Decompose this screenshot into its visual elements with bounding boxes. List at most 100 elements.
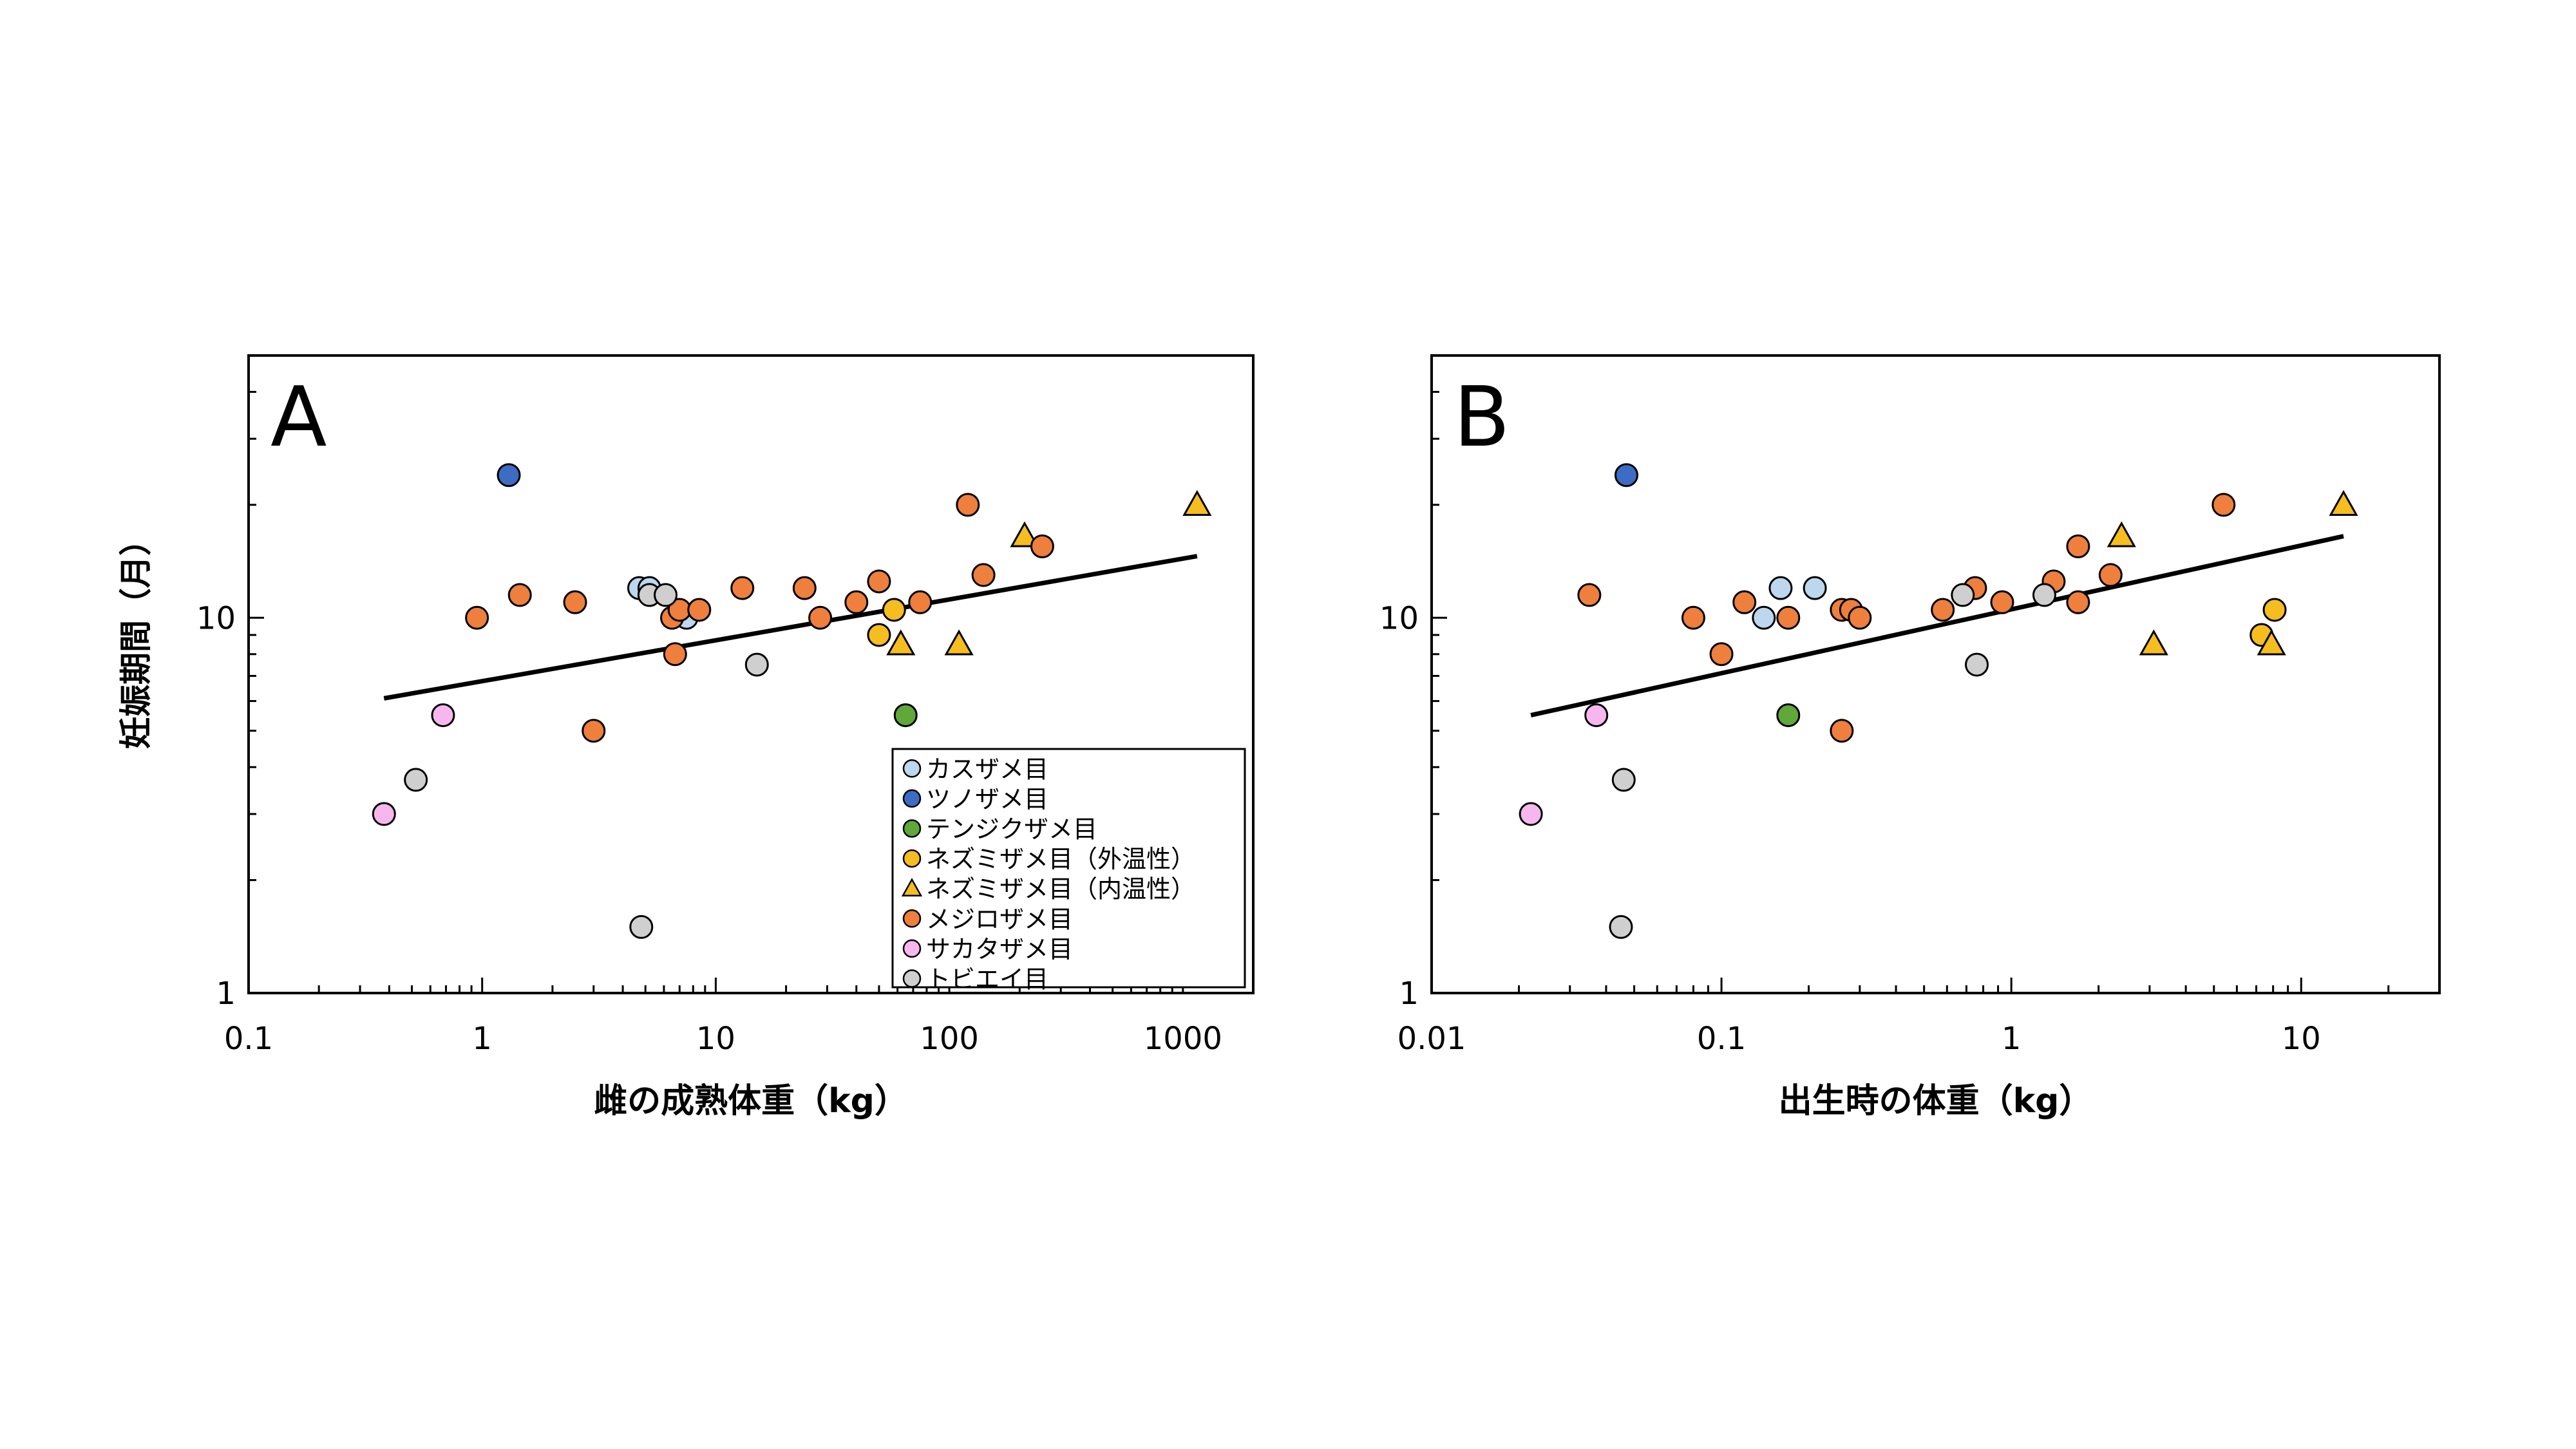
legend-marker-tsunozame <box>902 789 922 808</box>
x-tick-label: 10 <box>696 1021 735 1057</box>
data-point-mejirozame <box>1848 605 1872 630</box>
legend-label-sakatazame: サカタザメ目 <box>926 935 1073 963</box>
legend-marker-tobiei <box>902 969 922 988</box>
data-point-sakatazame <box>431 703 455 728</box>
legend-marker-tenjikuzame <box>902 819 922 838</box>
x-tick-label: 0.1 <box>1697 1021 1746 1057</box>
data-point-sakatazame <box>1584 703 1609 728</box>
legend-label-kasuzame: カスザメ目 <box>926 755 1048 783</box>
data-point-mejirozame <box>844 590 869 614</box>
data-point-mejirozame <box>956 493 980 517</box>
data-point-mejirozame <box>465 605 489 630</box>
data-point-mejirozame <box>1732 590 1757 614</box>
legend-marker-kasuzame <box>902 759 922 778</box>
x-axis-label: 雌の成熟体重（kg） <box>594 1082 908 1121</box>
x-tick-label: 1 <box>2002 1021 2022 1057</box>
panel-b-chart: 0.01 0.1 1 10 1 10 出生時の体重（kg） B <box>1379 354 2441 1121</box>
data-point-mejirozame <box>2211 493 2236 517</box>
data-point-tobiei <box>2032 583 2056 607</box>
y-tick-label: 10 <box>196 600 236 636</box>
x-axis-label: 出生時の体重（kg） <box>1779 1082 2093 1121</box>
trend-line <box>1530 534 2344 718</box>
x-tick-label: 100 <box>920 1021 979 1057</box>
data-point-sakatazame <box>1519 802 1543 826</box>
data-point-mejirozame <box>730 576 755 600</box>
data-point-nezumizame_endo <box>1182 489 1212 516</box>
data-point-mejirozame <box>2098 563 2123 587</box>
legend-label-tsunozame: ツノザメ目 <box>926 785 1048 813</box>
data-point-mejirozame <box>1030 534 1054 558</box>
data-point-tobiei <box>1609 914 1633 939</box>
data-point-mejirozame <box>563 590 587 614</box>
data-point-mejirozame <box>908 590 933 614</box>
panel-label: B <box>1454 370 1510 466</box>
data-point-tobiei <box>404 768 428 792</box>
x-tick-label: 10 <box>2282 1021 2321 1057</box>
data-point-tenjikuzame <box>1776 703 1801 728</box>
data-point-mejirozame <box>582 719 606 743</box>
data-point-kasuzame <box>1803 576 1827 600</box>
data-point-mejirozame <box>1709 642 1734 667</box>
legend-label-nezumizame_endo: ネズミザメ目（内温性） <box>926 875 1195 904</box>
data-point-tobiei <box>744 652 769 677</box>
data-point-kasuzame <box>1768 576 1793 600</box>
legend-box <box>891 748 1246 989</box>
data-point-mejirozame <box>1830 719 1854 743</box>
data-point-tobiei <box>1965 652 1989 677</box>
legend: カスザメ目ツノザメ目テンジクザメ目ネズミザメ目（外温性）ネズミザメ目（内温性）メ… <box>891 748 1246 994</box>
plot-frame <box>1430 354 2441 994</box>
data-point-nezumizame_endo <box>2139 629 2168 656</box>
data-point-mejirozame <box>971 563 996 587</box>
data-point-nezumizame_endo <box>886 629 916 656</box>
legend-marker-nezumizame_ecto <box>902 849 922 868</box>
legend-label-mejirozame: メジロザメ目 <box>926 905 1073 933</box>
y-axis-label: 妊娠期間（月） <box>117 524 155 749</box>
legend-label-tobiei: トビエイ目 <box>926 965 1048 994</box>
data-point-mejirozame <box>867 569 891 594</box>
y-tick-label: 10 <box>1379 600 1419 636</box>
data-point-nezumizame_ecto <box>2262 598 2287 622</box>
data-point-mejirozame <box>2066 590 2090 614</box>
legend-label-tenjikuzame: テンジクザメ目 <box>926 815 1097 844</box>
data-point-mejirozame <box>1681 605 1705 630</box>
panel-label: A <box>270 370 327 466</box>
legend-marker-sakatazame <box>902 939 922 958</box>
legend-marker-mejirozame <box>902 909 922 928</box>
data-point-mejirozame <box>687 598 712 622</box>
data-point-nezumizame_endo <box>944 629 974 656</box>
data-point-tsunozame <box>497 463 521 488</box>
x-tick-label: 1000 <box>1144 1021 1222 1057</box>
data-point-nezumizame_endo <box>1010 521 1039 547</box>
data-point-tsunozame <box>1615 463 1639 488</box>
data-point-mejirozame <box>1577 583 1602 607</box>
trend-line <box>383 554 1198 701</box>
legend-marker-nezumizame_endo <box>901 878 923 896</box>
data-point-kasuzame <box>1752 605 1776 630</box>
x-tick-label: 1 <box>472 1021 492 1057</box>
data-point-nezumizame_endo <box>2107 521 2136 547</box>
data-point-nezumizame_ecto <box>867 623 891 647</box>
data-point-tenjikuzame <box>893 703 918 728</box>
data-point-tobiei <box>1611 768 1636 792</box>
y-tick-label: 1 <box>1399 976 1419 1012</box>
data-point-nezumizame_endo <box>2329 489 2358 516</box>
plot-frame <box>247 354 1255 994</box>
data-point-tobiei <box>629 914 654 939</box>
data-point-nezumizame_endo <box>2257 629 2286 656</box>
data-point-mejirozame <box>1990 590 2014 614</box>
data-point-mejirozame <box>808 605 833 630</box>
data-point-tobiei <box>654 583 678 607</box>
x-tick-label: 0.1 <box>224 1021 273 1057</box>
y-tick-label: 1 <box>216 976 236 1012</box>
data-point-sakatazame <box>372 802 396 826</box>
panel-a-chart: 0.1 1 10 100 1000 1 10 雌の成熟体重（kg） A カスザメ目ツノザメ目テンジ… <box>196 354 1255 1121</box>
data-point-mejirozame <box>1931 598 1955 622</box>
data-point-mejirozame <box>2066 534 2090 558</box>
data-point-nezumizame_ecto <box>882 598 906 622</box>
data-point-mejirozame <box>792 576 817 600</box>
x-tick-label: 0.01 <box>1397 1021 1466 1057</box>
data-point-mejirozame <box>1776 605 1801 630</box>
data-point-mejirozame <box>507 583 532 607</box>
data-point-tobiei <box>1951 583 1975 607</box>
